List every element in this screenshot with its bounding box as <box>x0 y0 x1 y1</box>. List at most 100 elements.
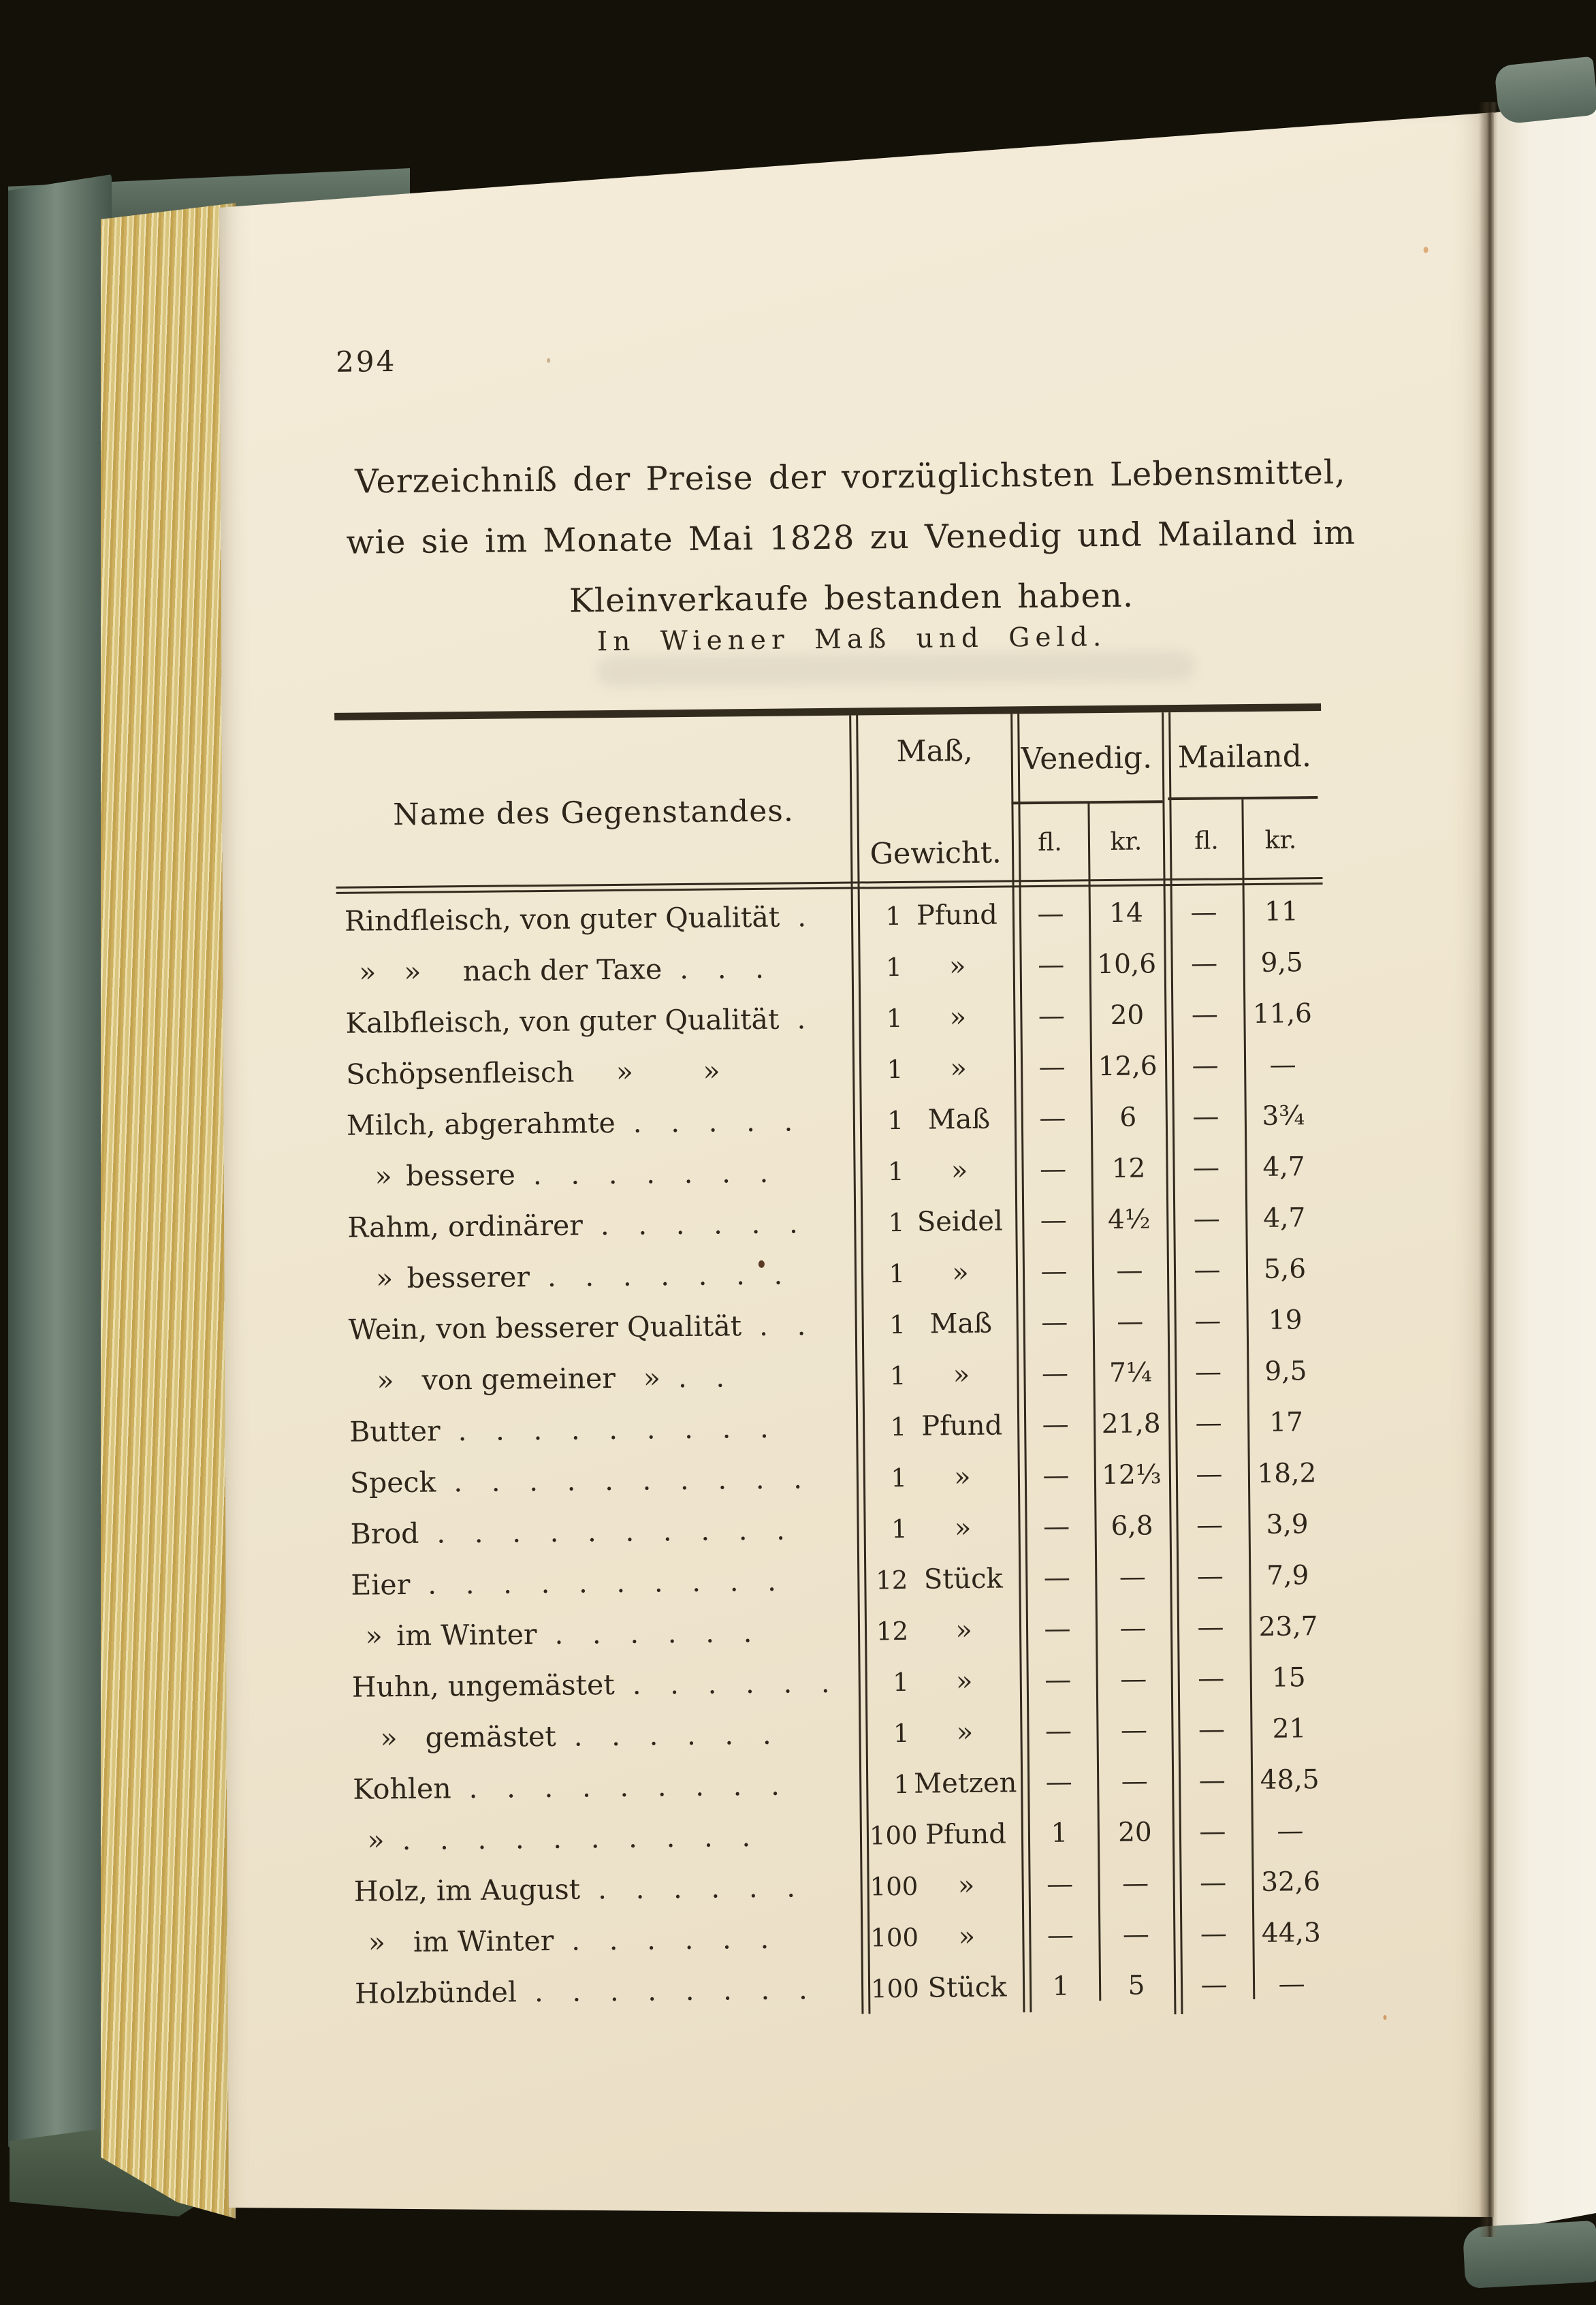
leader-dots: . <box>797 901 807 933</box>
item-name: » besserer <box>347 1260 530 1295</box>
milan-fl-cell: — <box>1192 1101 1219 1132</box>
milan-kr-cell: 4,7 <box>1262 1151 1305 1183</box>
milan-fl-cell: — <box>1195 1408 1222 1439</box>
milan-fl-cell: — <box>1194 1356 1222 1388</box>
milan-kr-cell: 3,9 <box>1266 1509 1309 1540</box>
leader-dots: . . . . . . . . . . <box>453 1463 803 1498</box>
leader-dots: . . . . . . <box>632 1667 830 1701</box>
table-row: Kalbfleisch, von guter Qualität . 1 » — … <box>337 988 1320 1049</box>
leader-dots: . . . . . . . . . . <box>428 1565 777 1601</box>
quantity-unit: » <box>950 1052 968 1084</box>
quantity-number: 1 <box>890 1412 907 1442</box>
venice-kr-cell: 12 <box>1111 1153 1146 1184</box>
milan-kr-cell: 7,9 <box>1266 1560 1309 1591</box>
venice-fl-cell: — <box>1042 1460 1070 1491</box>
milan-fl-cell: — <box>1198 1714 1226 1745</box>
table-row: » besserer . . . . . . . 1 » — — — 5,6 <box>340 1243 1323 1304</box>
quantity-cell: 1 Metzen <box>869 1767 1021 1800</box>
milan-fl-cell: — <box>1196 1459 1223 1490</box>
table-body: Rindfleisch, von guter Qualität . 1 Pfun… <box>336 886 1330 2019</box>
milan-kr-cell: 32,6 <box>1261 1866 1321 1898</box>
venice-kr-cell: — <box>1117 1306 1144 1337</box>
quantity-number: 12 <box>876 1616 909 1646</box>
header-milan-fl: fl. <box>1194 826 1219 855</box>
quantity-unit: » <box>957 1869 975 1901</box>
milan-fl-cell: — <box>1200 1969 1228 2001</box>
table-row: Holzbündel . . . . . . . . 100 Stück 1 5… <box>347 1958 1330 2019</box>
item-name-cell: Butter . . . . . . . . . <box>341 1410 865 1448</box>
milan-fl-cell: — <box>1199 1816 1226 1847</box>
venice-kr-cell: — <box>1122 1919 1150 1950</box>
venice-fl-cell: — <box>1042 1409 1069 1440</box>
quantity-unit: Maß <box>927 1103 991 1136</box>
quantity-unit: » <box>956 1716 974 1748</box>
item-name: » gemästet <box>352 1719 556 1755</box>
venice-fl-cell: — <box>1047 1920 1074 1951</box>
quantity-cell: 1 » <box>863 1154 1015 1187</box>
venice-fl-cell: — <box>1042 1511 1070 1542</box>
venice-kr-cell: — <box>1120 1664 1147 1695</box>
leader-dots: . . . . . . . <box>532 1157 769 1191</box>
item-name: Speck <box>349 1465 436 1499</box>
item-name-cell: Rindfleisch, von guter Qualität . <box>336 900 861 937</box>
header-venice-kr: kr. <box>1110 827 1143 856</box>
table-row: » . . . . . . . . . . 100 Pfund 1 20 — — <box>345 1805 1328 1866</box>
quantity-number: 1 <box>893 1718 910 1748</box>
table-row: Brod . . . . . . . . . . 1 » — 6,8 — 3,9 <box>342 1499 1325 1559</box>
quantity-number: 1 <box>888 1207 905 1237</box>
book-cover-top-right <box>1493 56 1596 125</box>
header-milan: Mailand. <box>1177 738 1312 775</box>
price-table: Name des Gegenstandes. Maß, Gewicht. Ven… <box>334 703 1334 2034</box>
quantity-cell: 100 Pfund <box>869 1818 1021 1851</box>
quantity-number: 100 <box>869 1871 919 1901</box>
item-name-cell: Holz, im August . . . . . . <box>345 1870 869 1907</box>
milan-kr-cell: 21 <box>1272 1713 1307 1745</box>
quantity-number: 1 <box>887 1054 904 1084</box>
book-page: 294 Verzeichniß der Preise der vorzüglic… <box>219 112 1494 2217</box>
item-name-cell: » von gemeiner » . . <box>340 1359 865 1397</box>
leader-dots: . . . . . . <box>554 1617 752 1651</box>
item-name: Wein, von besserer Qualität <box>348 1309 742 1346</box>
milan-kr-cell: 4,7 <box>1263 1203 1306 1234</box>
milan-fl-cell: — <box>1199 1867 1227 1898</box>
milan-kr-cell: 18,2 <box>1257 1458 1317 1489</box>
item-name: » <box>353 1823 385 1857</box>
page-number: 294 <box>335 345 397 379</box>
milan-fl-cell: — <box>1193 1203 1220 1235</box>
milan-kr-cell: — <box>1278 1969 1305 2000</box>
quantity-cell: 1 » <box>868 1665 1020 1698</box>
venice-fl-cell: — <box>1046 1869 1074 1900</box>
quantity-unit: Pfund <box>916 899 998 932</box>
milan-kr-cell: 11 <box>1264 896 1298 927</box>
item-name-cell: Brod . . . . . . . . . . <box>342 1512 866 1550</box>
leader-dots: . . . . . . <box>573 1719 771 1753</box>
milan-kr-cell: 3¾ <box>1262 1100 1305 1132</box>
quantity-number: 1 <box>886 1003 903 1033</box>
venice-fl-cell: — <box>1039 1102 1066 1134</box>
book-cover-spine <box>8 174 112 2189</box>
venice-fl-cell: — <box>1041 1358 1069 1389</box>
item-name-cell: Schöpsenfleisch » » <box>338 1053 862 1090</box>
quantity-number: 1 <box>885 952 902 982</box>
milan-kr-cell: 5,6 <box>1263 1254 1307 1285</box>
table-top-border <box>334 703 1322 720</box>
milan-kr-cell: 19 <box>1268 1305 1303 1336</box>
quantity-number: 1 <box>893 1769 910 1799</box>
item-name: Butter <box>349 1414 441 1448</box>
quantity-cell: 100 » <box>869 1869 1021 1902</box>
venice-kr-cell: — <box>1119 1561 1147 1593</box>
venice-kr-cell: 7¼ <box>1108 1357 1152 1389</box>
venice-kr-cell: 21,8 <box>1101 1408 1161 1440</box>
milan-fl-cell: — <box>1194 1254 1221 1286</box>
gutter-crease <box>1479 102 1498 2237</box>
title-line-2: wie sie im Monate Mai 1828 zu Venedig un… <box>346 513 1356 562</box>
leader-dots: . . . . . . . . . <box>468 1770 780 1805</box>
table-row: Milch, abgerahmte . . . . . 1 Maß — 6 — … <box>338 1090 1322 1151</box>
quantity-number: 100 <box>870 1973 919 2003</box>
venice-kr-cell: — <box>1121 1766 1148 1797</box>
quantity-unit: » <box>952 1256 969 1288</box>
title-line-1: Verzeichniß der Preise der vorzüglichste… <box>354 453 1346 501</box>
quantity-number: 1 <box>887 1105 904 1135</box>
quantity-unit: Stück <box>927 1971 1007 2004</box>
quantity-cell: 1 » <box>866 1512 1018 1544</box>
